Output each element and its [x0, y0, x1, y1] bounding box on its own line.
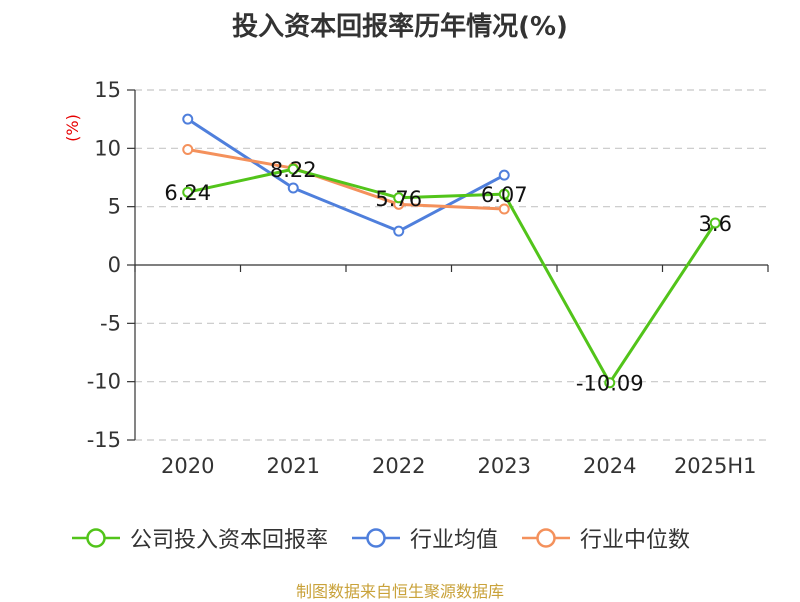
y-tick-label: 0 — [108, 253, 121, 277]
x-tick-label: 2020 — [161, 454, 214, 478]
legend-item-industry-average[interactable]: 行业均值 — [350, 522, 498, 554]
data-label: 5.76 — [375, 187, 422, 211]
y-tick-label: -5 — [100, 311, 121, 335]
data-point — [182, 113, 194, 125]
data-label: -10.09 — [576, 372, 644, 396]
axis-layer: 15 10 5 0 -5 -10 -15 2020 2021 2022 2023 2024 2025H1 — [87, 78, 769, 478]
data-point — [182, 144, 194, 155]
data-point — [709, 217, 721, 229]
y-tick-label: 10 — [94, 136, 121, 160]
y-tick-label: 15 — [94, 78, 121, 102]
x-tick-label: 2021 — [267, 454, 320, 478]
data-label: 6.24 — [164, 181, 211, 205]
series-line — [187, 167, 717, 385]
y-tick-label: -15 — [87, 428, 121, 452]
data-point — [287, 182, 299, 194]
data-point — [393, 225, 405, 237]
legend-line-marker-icon — [522, 528, 571, 548]
x-tick-label: 2025H1 — [674, 454, 757, 478]
x-tick-label: 2024 — [583, 454, 636, 478]
data-label: 6.07 — [481, 183, 528, 207]
data-point — [182, 186, 194, 198]
legend-label-industry-average: 行业均值 — [410, 528, 499, 553]
legend: 公司投入资本回报率 行业均值 行业中位数 — [70, 518, 712, 558]
data-point — [498, 203, 510, 215]
legend-item-company[interactable]: 公司投入资本回报率 — [70, 522, 328, 554]
y-tick-label: 5 — [108, 195, 121, 219]
y-tick-label: -10 — [87, 370, 121, 394]
data-point — [498, 188, 510, 200]
series-line — [186, 117, 505, 233]
data-label: 3.6 — [699, 212, 732, 236]
x-tick-label: 2023 — [478, 454, 531, 478]
data-label-layer: 6.24 8.22 5.76 6.07 -10.09 3.6 — [164, 158, 732, 396]
data-point — [287, 163, 299, 175]
legend-label-industry-median: 行业中位数 — [580, 528, 691, 553]
series-layer — [182, 113, 721, 389]
legend-item-industry-median[interactable]: 行业中位数 — [520, 522, 690, 554]
x-tick-label: 2022 — [372, 454, 425, 478]
legend-line-marker-icon — [352, 528, 401, 548]
y-axis-label: (%) — [63, 114, 82, 142]
data-point — [393, 192, 405, 204]
data-point — [498, 169, 510, 181]
series-line — [187, 148, 505, 211]
chart-title: 投入资本回报率历年情况(%) — [232, 12, 568, 42]
data-point — [604, 377, 616, 389]
source-note: 制图数据来自恒生聚源数据库 — [295, 582, 504, 601]
legend-line-marker-icon — [72, 528, 120, 548]
data-label: 8.22 — [270, 158, 317, 182]
legend-label-company: 公司投入资本回报率 — [130, 528, 329, 553]
